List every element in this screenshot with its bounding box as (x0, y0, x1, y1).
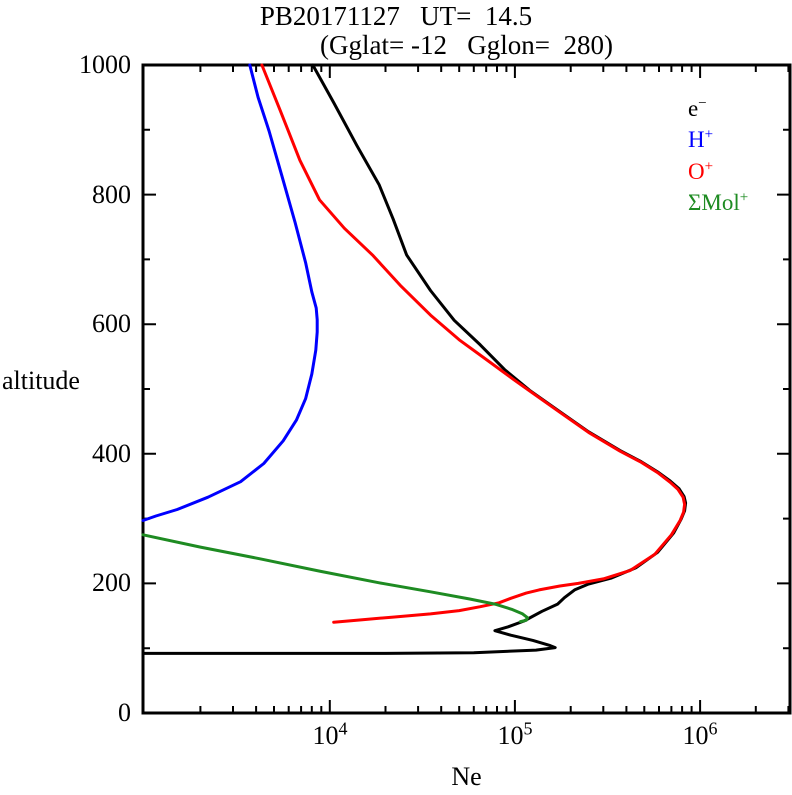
x-axis-label: Ne (451, 762, 482, 791)
y-tick-label: 200 (92, 568, 131, 597)
legend-item-o-plus: O+ (688, 158, 714, 184)
y-tick-label: 0 (118, 698, 131, 727)
legend-item-h-plus: H+ (688, 126, 714, 152)
legend-item-mol-plus: ΣMol+ (688, 189, 749, 215)
curve-o-plus (260, 63, 687, 624)
chart-subtitle: (Gglat= -12 Gglon= 280) (320, 30, 613, 60)
y-axis-label: altitude (2, 366, 80, 395)
curve-mol-plus (141, 533, 529, 624)
curve-h-plus (141, 63, 319, 522)
y-tick-label: 800 (92, 180, 131, 209)
x-tick-label: 104 (312, 718, 348, 750)
axis-ticks (143, 65, 790, 713)
curve-electron (141, 63, 688, 655)
y-tick-label: 400 (92, 439, 131, 468)
x-tick-label: 106 (682, 718, 718, 750)
y-tick-label: 600 (92, 309, 131, 338)
y-tick-label: 1000 (79, 50, 131, 79)
chart-title: PB20171127 UT= 14.5 (259, 1, 533, 31)
legend-item-electron: e− (688, 95, 707, 121)
x-tick-label: 105 (497, 718, 533, 750)
